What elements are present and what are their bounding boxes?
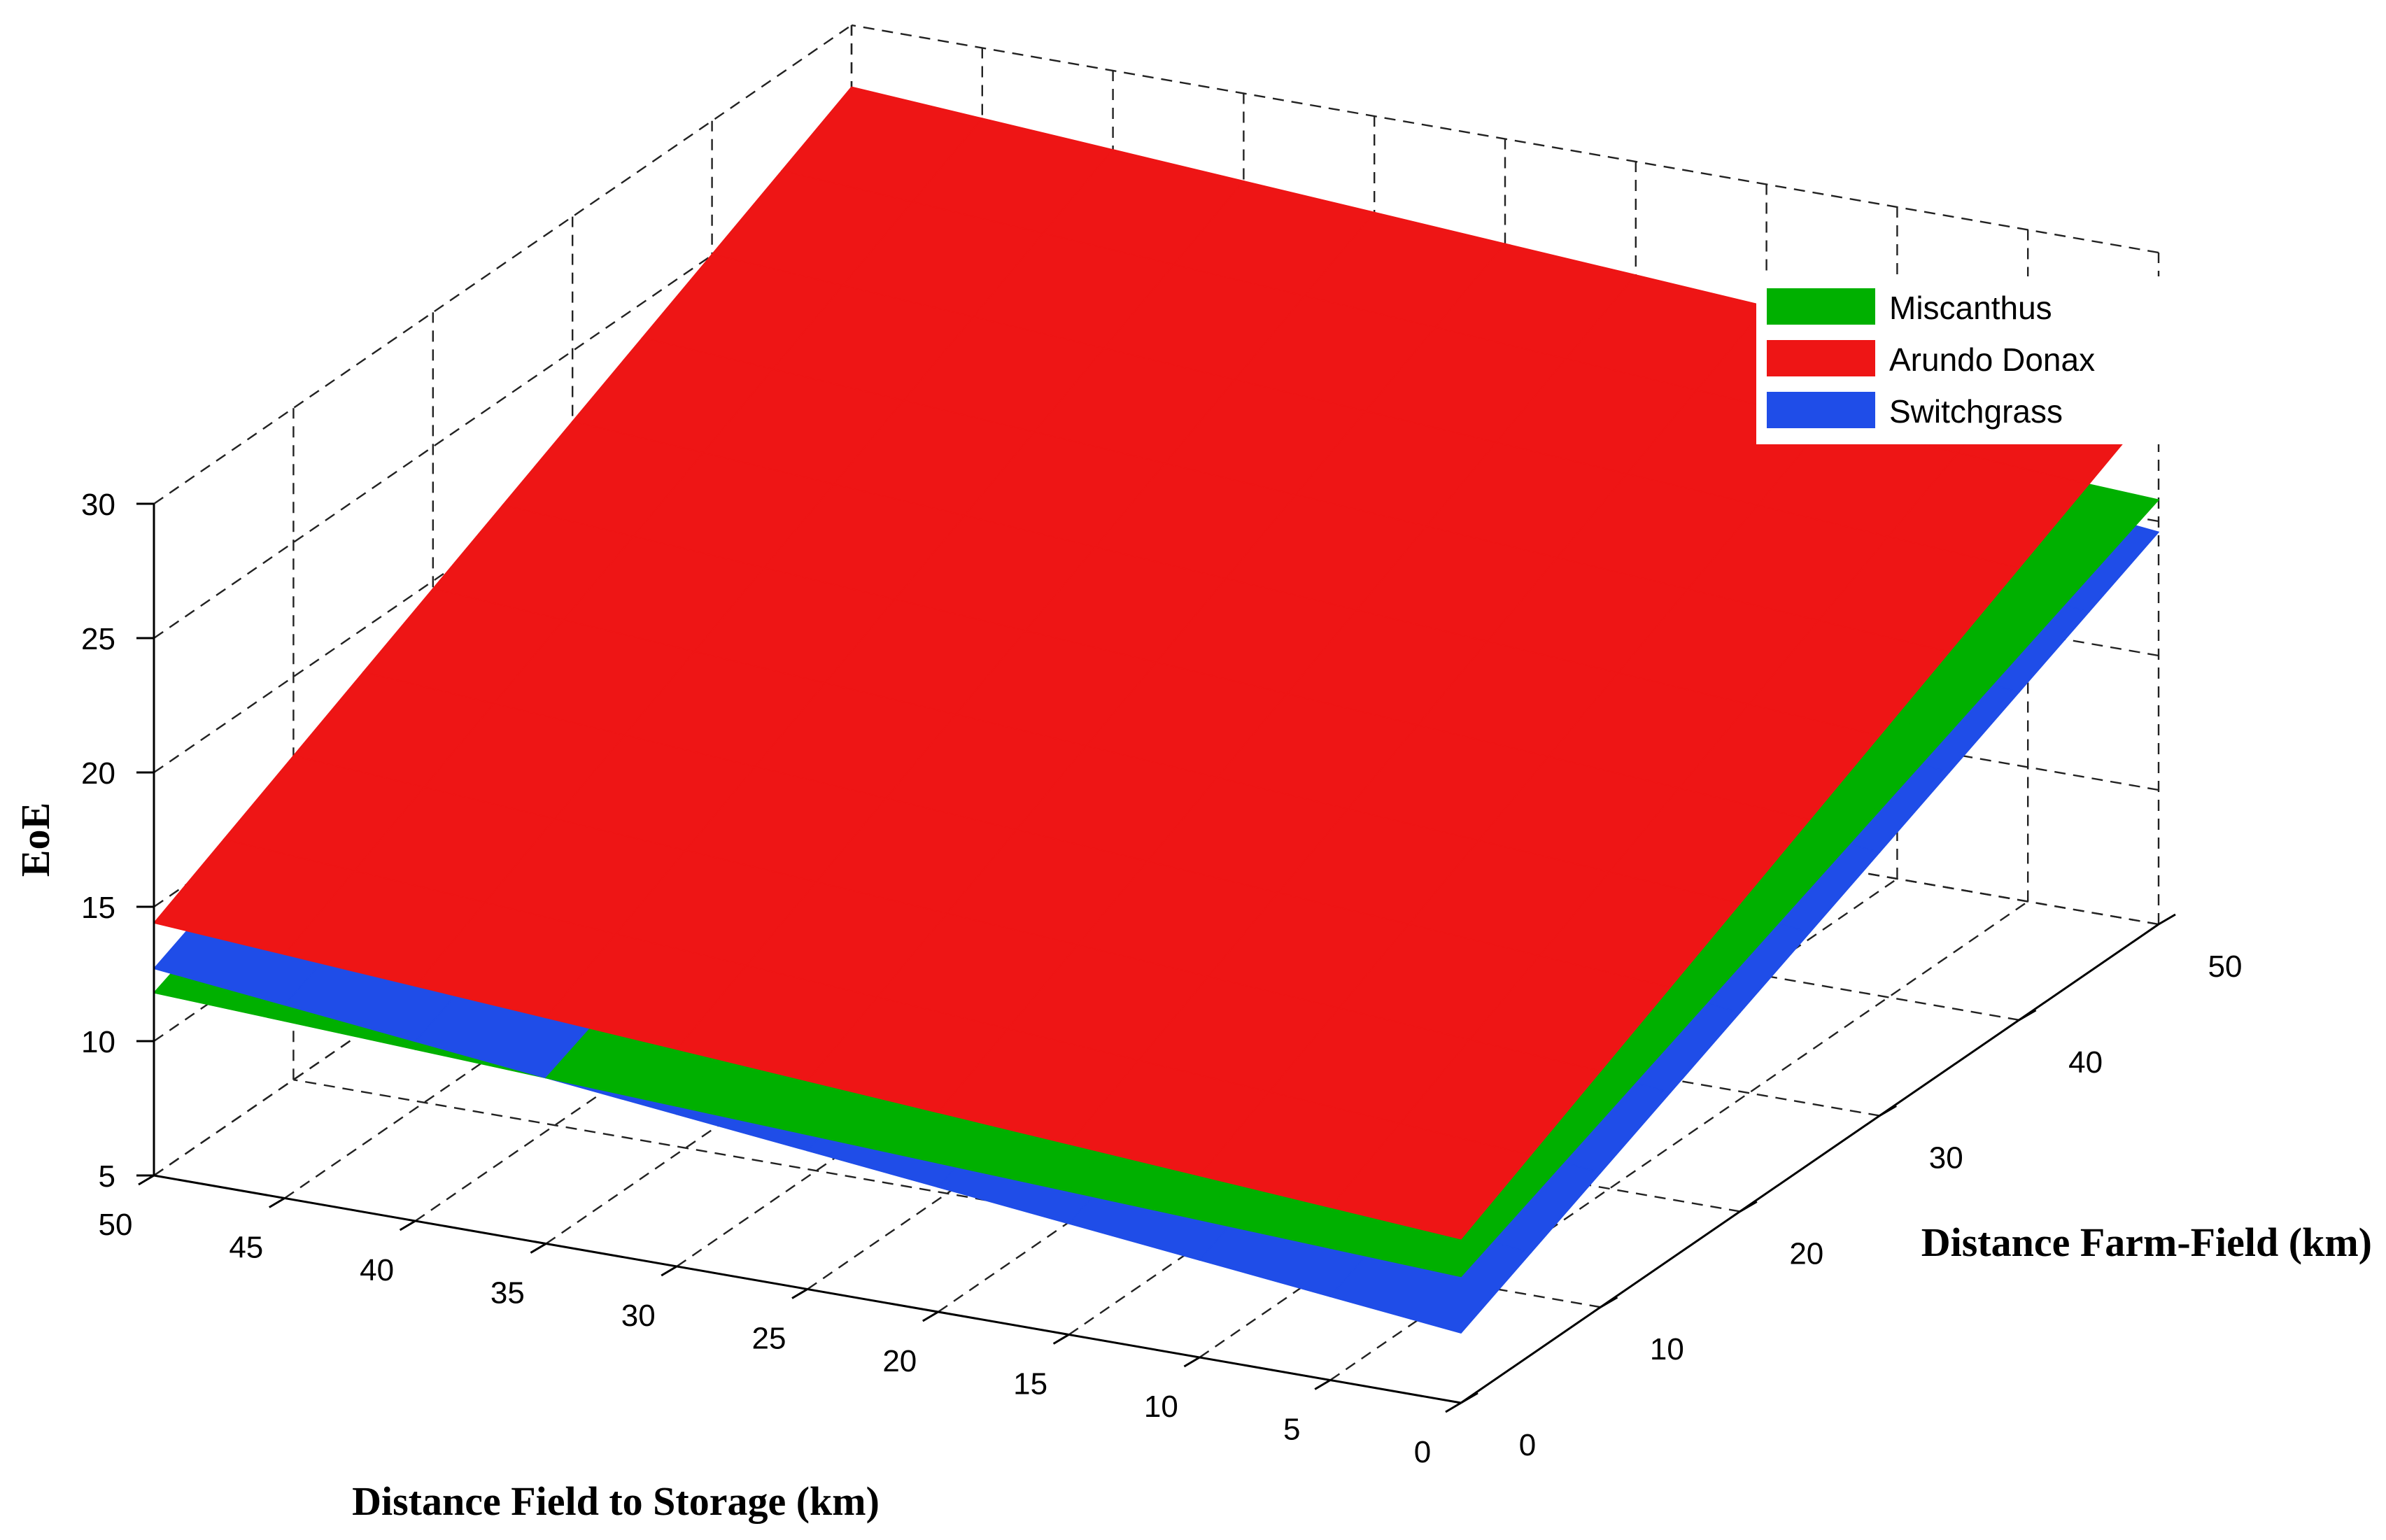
x-tick-mark	[138, 1174, 155, 1186]
legend-swatch	[1767, 340, 1875, 376]
axes	[136, 502, 2176, 1413]
legend-label: Switchgrass	[1889, 393, 2063, 430]
x-tick-mark	[661, 1265, 677, 1277]
x-tick-label: 25	[752, 1322, 786, 1356]
legend-label: Miscanthus	[1889, 290, 2052, 326]
legend-item-miscanthus: Miscanthus	[1767, 288, 2052, 326]
y-tick-mark	[2158, 913, 2176, 926]
x-tick-label: 30	[621, 1299, 656, 1333]
y-axis-title: Distance Farm-Field (km)	[1921, 1220, 2372, 1265]
x-tick-label: 5	[1283, 1413, 1300, 1447]
y-axis-line	[1460, 923, 2159, 1404]
z-axis-title: EoE	[13, 803, 58, 877]
legend-swatch	[1767, 288, 1875, 325]
z-tick-label: 15	[81, 891, 115, 925]
y-tick-mark	[2018, 1009, 2037, 1022]
x-tick-mark	[791, 1288, 808, 1299]
x-tick-label: 35	[490, 1276, 525, 1311]
x-tick-mark	[269, 1197, 285, 1208]
z-tick-label: 25	[81, 622, 115, 656]
x-tick-label: 15	[1013, 1367, 1047, 1401]
x-tick-label: 50	[99, 1208, 133, 1242]
x-tick-label: 40	[360, 1253, 394, 1287]
surface-layer	[153, 86, 2160, 1334]
z-tick-label: 10	[81, 1025, 115, 1059]
x-tick-label: 45	[229, 1231, 263, 1265]
x-tick-mark	[1052, 1334, 1070, 1345]
y-tick-label: 30	[1929, 1141, 1963, 1175]
y-tick-mark	[1879, 1105, 1897, 1117]
y-tick-label: 0	[1519, 1428, 1536, 1462]
legend: Miscanthus Arundo Donax Switchgrass	[1756, 276, 2218, 444]
x-tick-mark	[922, 1311, 939, 1322]
surface-patch-arundo-donax	[1329, 1122, 1532, 1240]
legend-label: Arundo Donax	[1889, 341, 2095, 378]
x-tick-mark	[1445, 1401, 1462, 1413]
y-tick-label: 20	[1789, 1236, 1823, 1271]
y-tick-label: 10	[1650, 1332, 1684, 1366]
grid-line	[851, 24, 2159, 254]
tick-labels: 0 5 10 15 20 25 30 35 40 45 50 0 10 20 30 40 50 5 10 15 20 25…	[81, 488, 2242, 1469]
x-tick-label: 10	[1144, 1390, 1178, 1424]
x-tick-mark	[530, 1243, 547, 1254]
y-tick-mark	[1600, 1296, 1618, 1308]
x-axis-title: Distance Field to Storage (km)	[352, 1478, 880, 1524]
z-tick-label: 5	[99, 1159, 115, 1194]
legend-swatch	[1767, 392, 1875, 428]
legend-item-arundo-donax: Arundo Donax	[1767, 340, 2095, 378]
x-tick-mark	[399, 1220, 416, 1231]
z-tick-label: 20	[81, 756, 115, 791]
y-tick-mark	[1739, 1201, 1758, 1213]
x-tick-label: 20	[882, 1344, 917, 1378]
x-tick-mark	[1183, 1356, 1201, 1368]
z-tick-label: 30	[81, 488, 115, 522]
grid-line	[153, 24, 852, 504]
x-tick-mark	[1314, 1379, 1331, 1390]
y-tick-mark	[1460, 1392, 1478, 1404]
y-tick-label: 40	[2068, 1045, 2103, 1080]
legend-item-switchgrass: Switchgrass	[1767, 392, 2063, 430]
y-tick-label: 50	[2208, 949, 2243, 984]
x-tick-label: 0	[1414, 1435, 1431, 1469]
grid-line	[293, 1079, 1601, 1308]
